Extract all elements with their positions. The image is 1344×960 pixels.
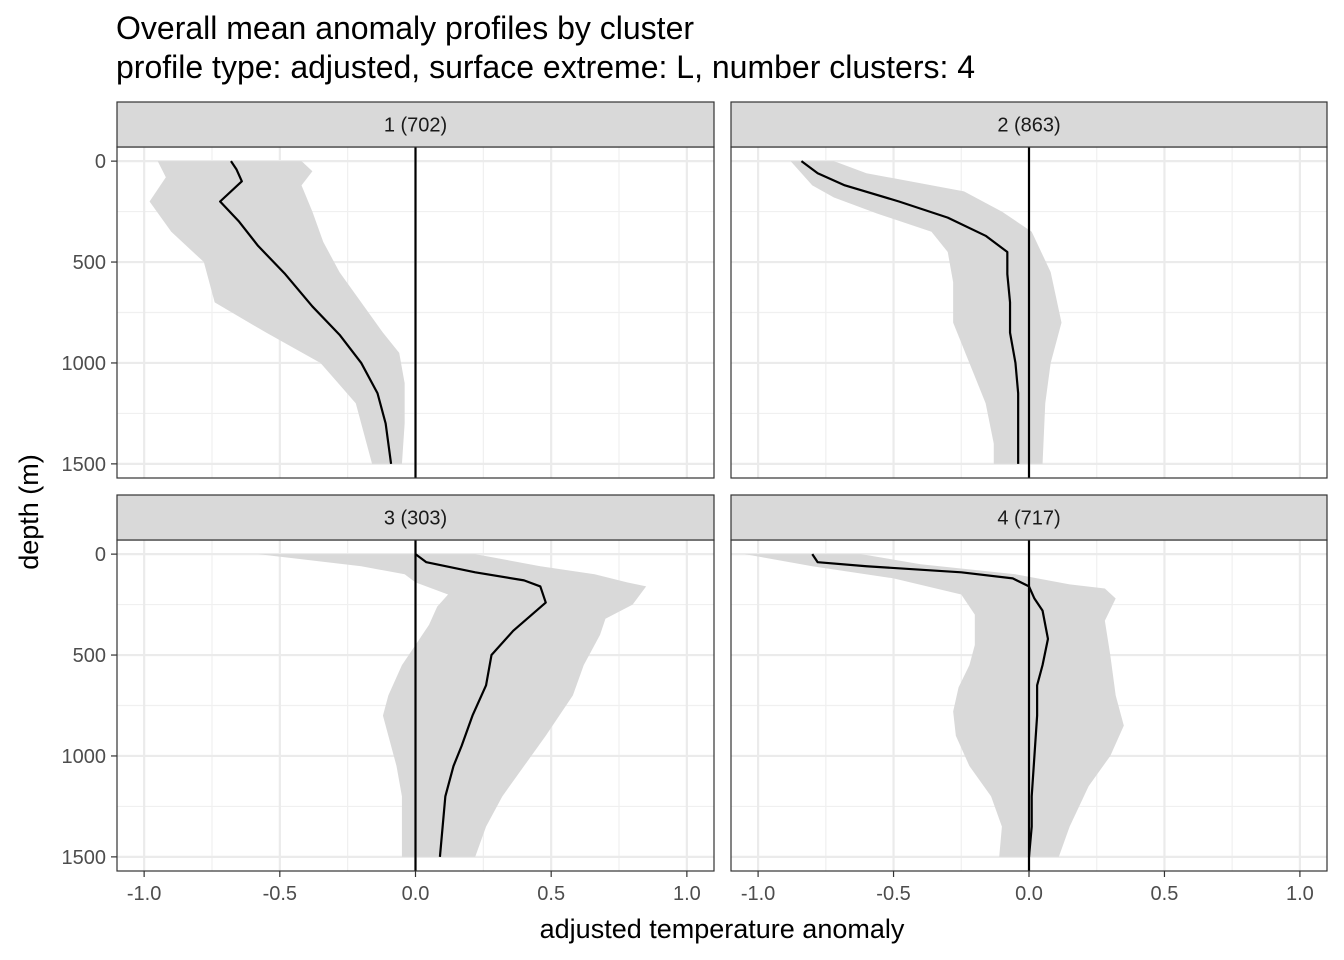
facet-strip-label: 3 (303): [384, 508, 447, 530]
facet-strip: [730, 101, 1328, 148]
x-tick-label: -1.0: [741, 883, 775, 905]
x-axis-label: adjusted temperature anomaly: [540, 914, 905, 944]
panel-1: 1 (702) 0 500 1000 1500: [62, 101, 715, 479]
y-tick-label: 500: [73, 252, 106, 274]
mean-profile-line: [800, 160, 1020, 464]
y-tick-label: 1000: [62, 353, 107, 375]
mean-profile-line: [219, 160, 393, 465]
panel-2: 2 (863): [730, 101, 1328, 479]
panels: 1 (702) 0 500 1000 1500 2 (863) 3 (303) 0 500 100…: [62, 101, 1328, 905]
x-tick-label: -0.5: [263, 883, 297, 905]
x-tick-label: -1.0: [127, 883, 161, 905]
y-tick-label: 1500: [62, 847, 107, 869]
confidence-band: [790, 161, 1062, 464]
facet-strip: [116, 494, 715, 541]
panel-3: 3 (303) 0 500 1000 1500 -1.0 -0.5 0.0 0.5 1.0: [62, 494, 715, 905]
facet-strip: [730, 494, 1328, 541]
x-tick-label: -0.5: [876, 883, 910, 905]
y-tick-label: 500: [73, 645, 106, 667]
x-tick-label: 1.0: [1286, 883, 1314, 905]
facet-strip-label: 1 (702): [384, 115, 447, 137]
y-axis-label: depth (m): [14, 454, 44, 570]
confidence-band: [149, 161, 405, 464]
facet-strip: [116, 101, 715, 148]
x-tick-label: 0.5: [537, 883, 565, 905]
y-tick-label: 0: [95, 151, 106, 173]
confidence-band: [258, 554, 647, 857]
x-tick-label: 1.0: [673, 883, 701, 905]
chart-title: Overall mean anomaly profiles by cluster: [116, 10, 695, 46]
mean-profile-line: [811, 553, 1050, 857]
panel-4: 4 (717) -1.0 -0.5 0.0 0.5 1.0: [730, 494, 1328, 905]
x-tick-label: 0.0: [402, 883, 430, 905]
y-tick-label: 1500: [62, 454, 107, 476]
facet-strip-label: 4 (717): [997, 508, 1060, 530]
y-tick-label: 0: [95, 544, 106, 566]
x-tick-label: 0.5: [1151, 883, 1179, 905]
facet-strip-label: 2 (863): [997, 115, 1060, 137]
x-tick-label: 0.0: [1015, 883, 1043, 905]
chart-subtitle: profile type: adjusted, surface extreme:…: [116, 49, 976, 85]
mean-profile-line: [414, 553, 547, 857]
y-tick-label: 1000: [62, 746, 107, 768]
